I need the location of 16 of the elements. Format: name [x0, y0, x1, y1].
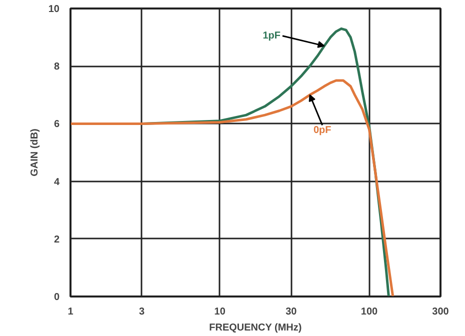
x-tick-label: 1 [68, 306, 74, 318]
x-tick-label: 300 [432, 306, 450, 318]
y-tick-label: 6 [54, 119, 60, 130]
y-tick-label: 8 [54, 62, 60, 73]
y-tick-label: 2 [54, 234, 60, 246]
text: 0pF [313, 125, 332, 136]
x-axis-title: FREQUENCY (MHz) [209, 322, 302, 334]
x-tick-label: 10 [214, 306, 226, 318]
y-tick-label: 4 [54, 176, 60, 188]
x-tick-label: 100 [360, 306, 378, 318]
y-tick-label: 0 [54, 292, 60, 303]
y-tick-label: 10 [48, 4, 60, 15]
text: 1pF [262, 30, 280, 42]
x-tick-label: 3 [138, 306, 145, 318]
x-tick-label: 30 [286, 306, 298, 318]
y-axis-title: GAIN (dB) [29, 128, 40, 176]
